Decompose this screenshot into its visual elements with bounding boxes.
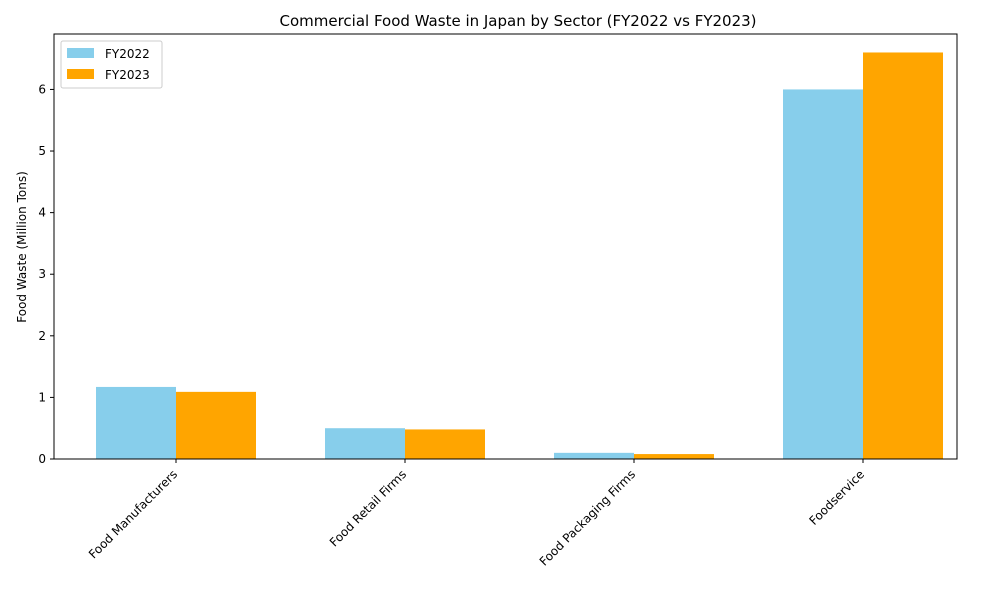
y-tick-label: 5 — [38, 144, 46, 158]
bar-fy2022-0 — [96, 386, 176, 459]
x-tick-label: Food Packaging Firms — [537, 467, 638, 568]
legend-swatch-fy2022 — [67, 48, 94, 58]
y-tick-label: 2 — [38, 329, 46, 343]
bar-fy2023-1 — [405, 429, 485, 459]
bar-fy2022-3 — [783, 89, 863, 459]
y-tick-label: 4 — [38, 206, 46, 220]
plot-frame — [53, 33, 958, 460]
x-tick-label: Foodservice — [806, 467, 867, 528]
x-tick-label: Food Manufacturers — [86, 467, 180, 561]
x-tick-label: Food Retail Firms — [327, 467, 409, 549]
bars-group — [96, 52, 943, 459]
y-tick-label: 3 — [38, 267, 46, 281]
bar-fy2022-2 — [554, 452, 634, 459]
legend-swatch-fy2023 — [67, 69, 94, 79]
bar-fy2023-3 — [863, 52, 943, 459]
y-tick-label: 0 — [38, 452, 46, 466]
y-axis: 0 1 2 3 4 5 6 — [38, 82, 54, 466]
bar-fy2023-2 — [634, 454, 714, 459]
bar-fy2023-0 — [176, 391, 256, 459]
y-tick-label: 1 — [38, 390, 46, 404]
legend: FY2022 FY2023 — [60, 40, 163, 89]
legend-label-fy2022: FY2022 — [105, 47, 150, 61]
y-axis-label: Food Waste (Million Tons) — [15, 171, 29, 323]
legend-label-fy2023: FY2023 — [105, 68, 150, 82]
chart-title: Commercial Food Waste in Japan by Sector… — [279, 12, 756, 30]
bar-fy2022-1 — [325, 428, 405, 459]
y-tick-label: 6 — [38, 82, 46, 96]
x-axis: Food Manufacturers Food Retail Firms Food … — [86, 459, 867, 569]
